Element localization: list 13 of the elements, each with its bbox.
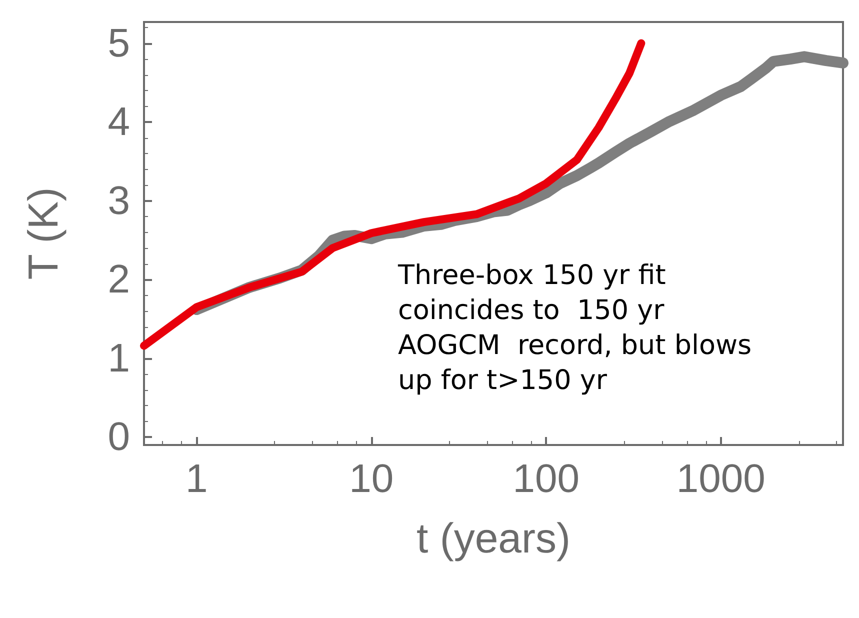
- y-tick-label: 2: [108, 258, 130, 302]
- y-tick-label: 5: [108, 21, 130, 66]
- annotation: Three-box 150 yr fit coincides to 150 yr AOGCM record, but blows up for t>150 yr: [397, 260, 752, 396]
- y-axis-title: T (K): [20, 187, 66, 280]
- y-tick-label: 1: [108, 336, 130, 380]
- x-axis-title: t (years): [416, 514, 571, 562]
- y-tick-label: 4: [108, 100, 130, 144]
- x-tick-label: 10: [349, 457, 394, 501]
- y-tick-label: 0: [108, 415, 130, 460]
- y-tick-label: 3: [108, 178, 130, 223]
- x-tick-label: 1: [185, 457, 208, 501]
- x-tick-label: 100: [512, 457, 580, 501]
- x-tick-label: 1000: [676, 457, 766, 501]
